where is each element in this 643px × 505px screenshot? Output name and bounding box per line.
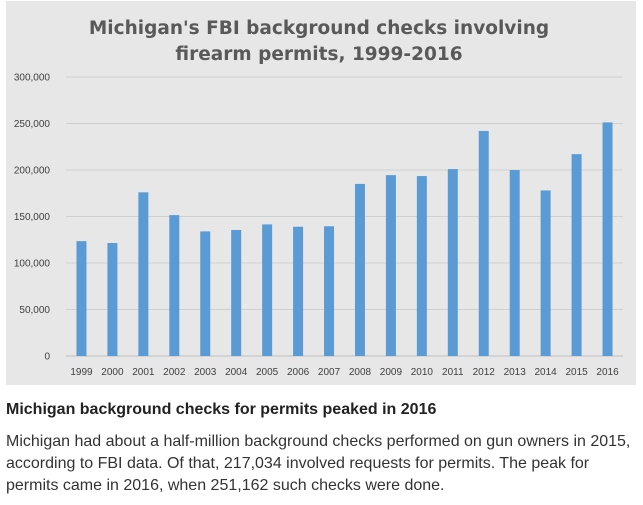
bar-2000 [107,243,118,356]
y-tick-label: 300,000 [14,73,51,84]
x-tick-label: 2014 [535,367,558,378]
x-tick-label: 2012 [473,367,496,378]
x-tick-label: 2003 [194,367,217,378]
x-tick-label: 2005 [256,367,279,378]
x-tick-label: 2009 [380,367,403,378]
bar-2002 [169,215,180,356]
x-axis-ticks: 1999 2000 2001 2002 2003 2004 2005 2006 2007 2008… [70,367,619,378]
y-tick-label: 250,000 [14,119,51,130]
y-tick-label: 0 [44,352,50,363]
bar-2006 [293,226,304,356]
chart-title-line-2: firearm permits, 1999-2016 [175,44,462,65]
chart-panel: Michigan's FBI background checks involvi… [6,1,636,385]
x-tick-label: 2004 [225,367,248,378]
bar-2008 [354,183,365,356]
bar-1999 [76,241,87,356]
x-tick-label: 2007 [318,367,341,378]
chart-title-line-1: Michigan's FBI background checks involvi… [89,18,549,39]
bar-2011 [447,169,458,356]
x-tick-label: 2015 [565,367,588,378]
caption-body: Michigan had about a half-million backgr… [6,433,631,494]
x-tick-label: 2010 [411,367,434,378]
x-tick-label: 2008 [349,367,372,378]
bar-2009 [385,175,396,356]
bar-2014 [540,190,551,356]
x-tick-label: 2001 [132,367,155,378]
x-tick-label: 2006 [287,367,310,378]
bar-2012 [478,130,489,356]
bar-2016 [602,122,613,356]
bar-2010 [416,176,427,356]
bar-2007 [324,226,335,356]
x-tick-label: 2011 [442,367,464,378]
y-tick-label: 150,000 [14,212,51,223]
y-tick-label: 50,000 [19,305,50,316]
bar-2015 [571,154,582,356]
x-tick-label: 2002 [163,367,186,378]
bar-2003 [200,231,211,356]
x-tick-label: 2016 [596,367,619,378]
gridlines [66,76,623,357]
bar-2013 [509,170,520,356]
x-tick-label: 1999 [70,367,93,378]
bars [76,122,613,356]
y-tick-label: 100,000 [14,259,51,270]
y-tick-label: 200,000 [14,166,51,177]
bar-2004 [231,229,242,356]
x-tick-label: 2000 [101,367,124,378]
bar-2005 [262,224,273,356]
x-tick-label: 2013 [504,367,527,378]
bar-chart: Michigan's FBI background checks involvi… [14,18,623,378]
bar-2001 [138,192,149,356]
caption-title: Michigan background checks for permits p… [6,401,437,418]
y-axis-ticks: 0 50,000 100,000 150,000 200,000 250,000 300,0… [14,73,51,363]
